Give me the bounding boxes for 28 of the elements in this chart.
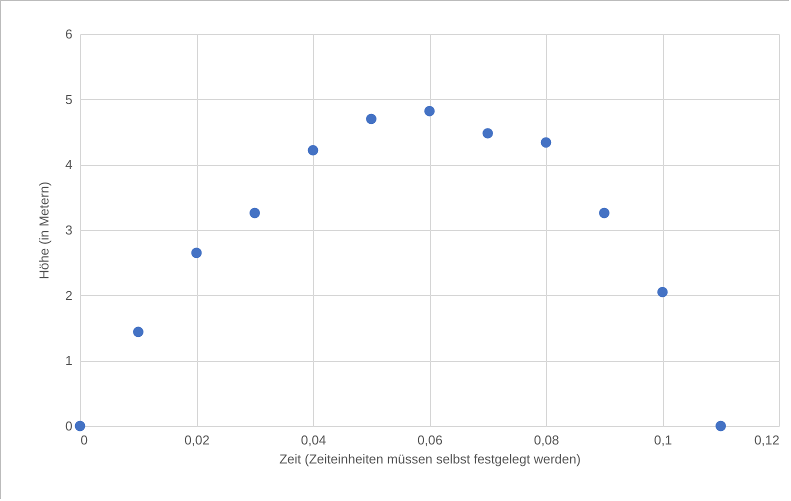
x-tick-label: 0,08 bbox=[534, 432, 560, 448]
point bbox=[540, 137, 552, 148]
x-tick-label: 0,02 bbox=[184, 432, 210, 448]
point bbox=[716, 420, 726, 432]
y-tick-label: 6 bbox=[65, 26, 72, 42]
y-tick-label: 4 bbox=[65, 157, 72, 172]
y-tick-label: 0 bbox=[65, 418, 72, 434]
y-axis-title: Höhe (in Metern) bbox=[36, 182, 52, 280]
y-tick-label: 5 bbox=[65, 92, 72, 107]
point bbox=[133, 326, 144, 338]
point bbox=[308, 145, 318, 156]
point bbox=[424, 106, 435, 116]
point bbox=[657, 286, 668, 298]
x-tick-label: 0,12 bbox=[754, 432, 780, 448]
x-tick-label: 0,04 bbox=[300, 432, 326, 448]
x-tick-label: 0,1 bbox=[654, 432, 672, 448]
x-tick-label: 0 bbox=[80, 432, 88, 448]
point bbox=[366, 114, 376, 124]
point bbox=[250, 208, 260, 218]
point bbox=[191, 248, 202, 258]
y-tick-label: 1 bbox=[65, 353, 72, 368]
y-tick-label: 3 bbox=[65, 222, 72, 238]
y-tick-label: 2 bbox=[65, 288, 72, 303]
point bbox=[599, 208, 610, 218]
point bbox=[74, 420, 86, 432]
x-tick-label: 0,06 bbox=[417, 432, 443, 448]
x-axis-title: Zeit (Zeiteinheiten müssen selbst festgelegt werden) bbox=[279, 452, 581, 466]
point bbox=[482, 128, 493, 139]
